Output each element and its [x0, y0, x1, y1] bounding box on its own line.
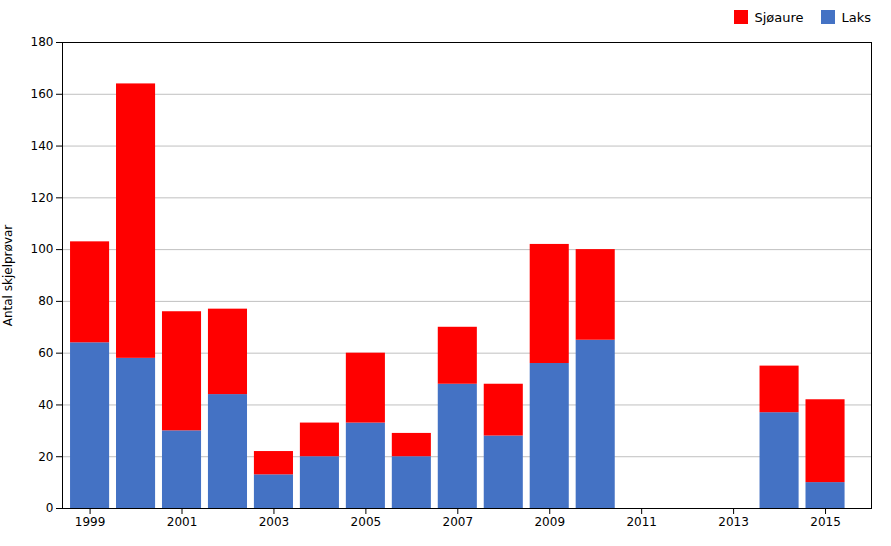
html-text:Sjøaure: Sjøaure [754, 9, 804, 25]
svg-text:2007: 2007 [443, 515, 474, 529]
svg-text:2005: 2005 [351, 515, 382, 529]
svg-text:60: 60 [38, 346, 53, 360]
svg-text:40: 40 [38, 398, 53, 412]
svg-text:140: 140 [31, 139, 54, 153]
svg-text:2013: 2013 [718, 515, 749, 529]
svg-text:2001: 2001 [167, 515, 198, 529]
svg-text:2011: 2011 [626, 515, 657, 529]
html-text:Laks: Laks [841, 9, 871, 25]
svg-text:0: 0 [46, 501, 54, 515]
svg-text:Antal skjelprøvar: Antal skjelprøvar [1, 225, 15, 327]
svg-text:160: 160 [31, 87, 54, 101]
svg-text:1999: 1999 [75, 515, 106, 529]
svg-text:100: 100 [31, 242, 54, 256]
svg-text:80: 80 [38, 294, 53, 308]
svg-text:2015: 2015 [810, 515, 841, 529]
svg-text:2003: 2003 [259, 515, 290, 529]
svg-text:2009: 2009 [534, 515, 565, 529]
svg-text:120: 120 [31, 191, 54, 205]
svg-text:20: 20 [38, 450, 53, 464]
svg-text:180: 180 [31, 35, 54, 49]
